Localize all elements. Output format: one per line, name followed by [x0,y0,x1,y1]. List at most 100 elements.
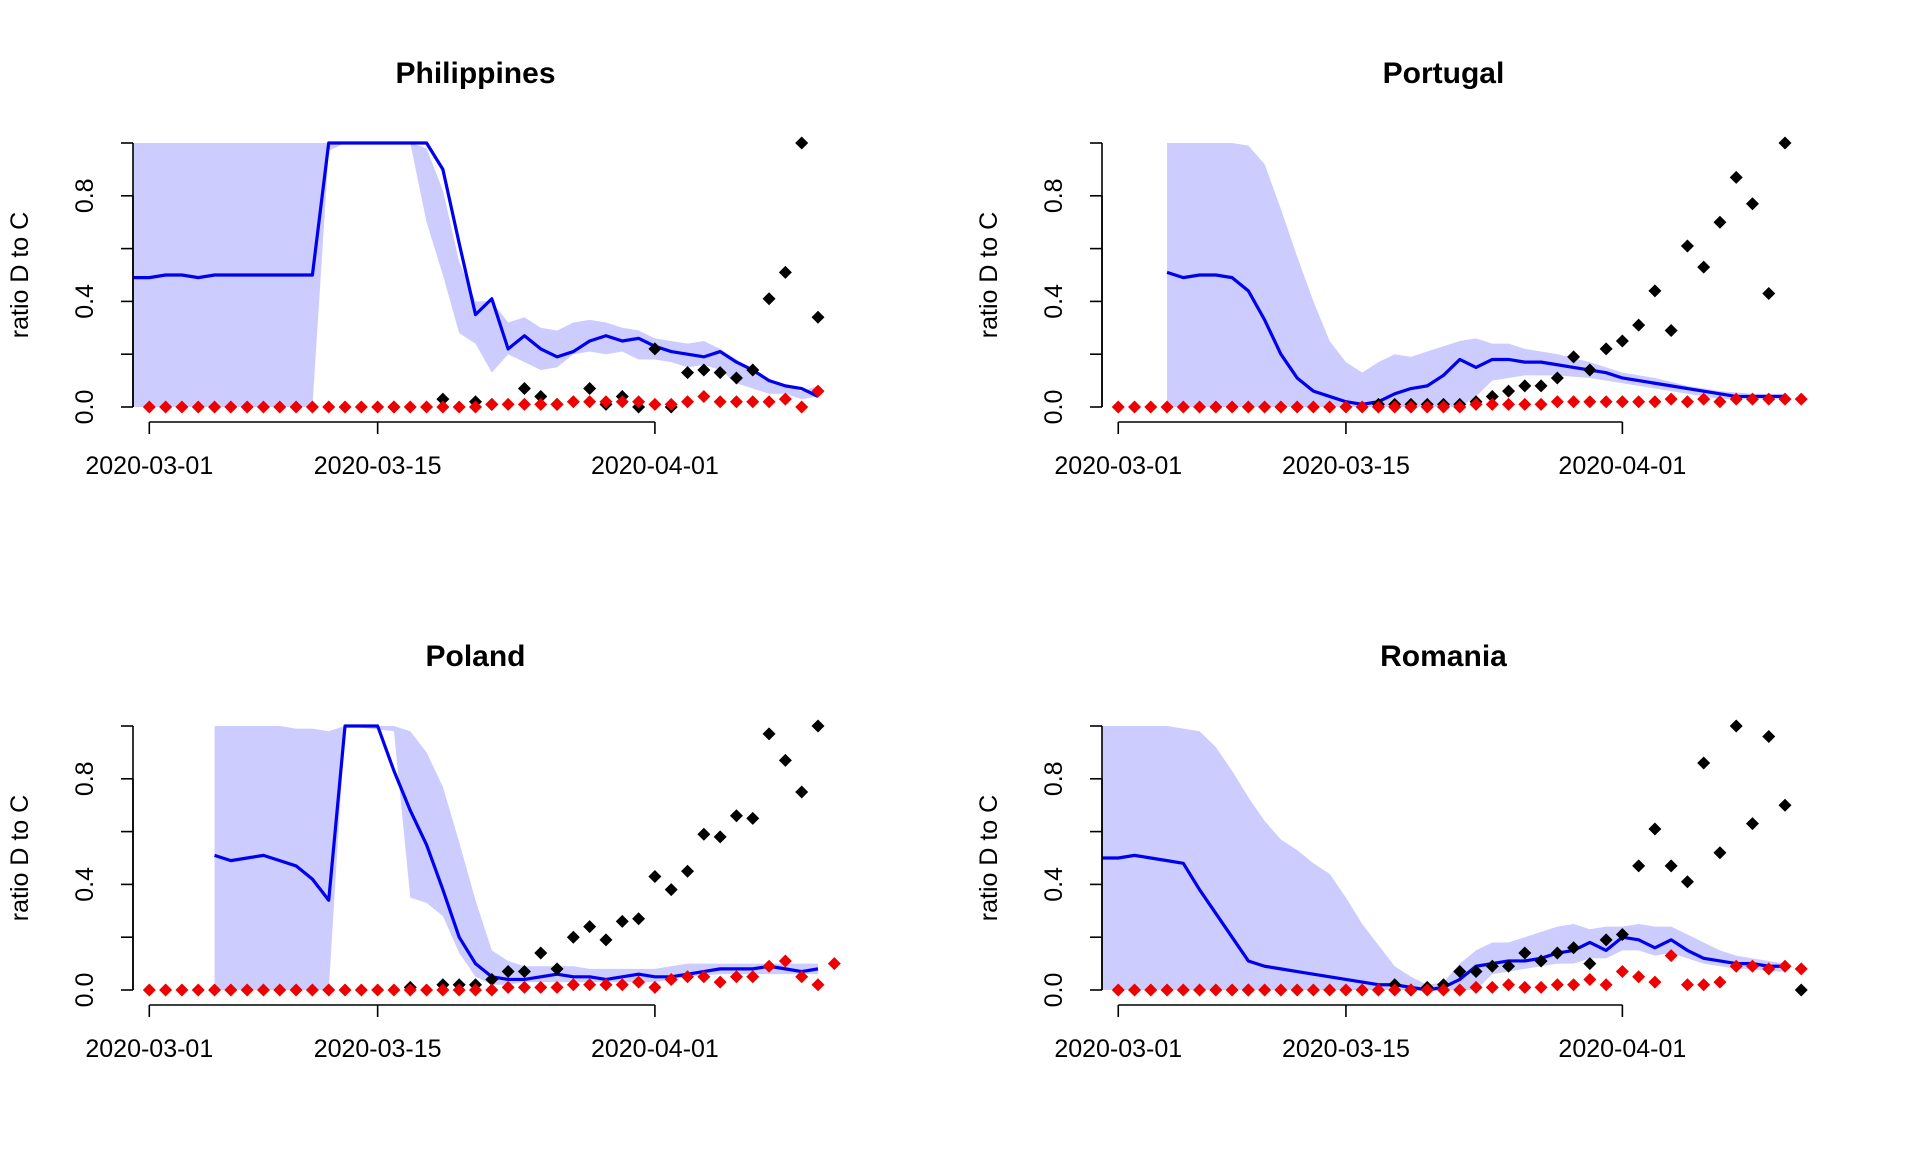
red-data-point [1160,983,1174,997]
black-data-point [632,912,646,926]
red-data-point [778,392,792,406]
black-data-point [1680,875,1694,889]
black-data-point [746,363,760,377]
red-data-point [697,389,711,403]
black-data-point [550,962,564,976]
black-data-point [795,785,809,799]
red-data-point [1485,397,1499,411]
black-data-point [795,136,809,150]
red-data-point [485,397,499,411]
series-line [1166,270,1785,406]
red-data-point [371,983,385,997]
x-tick-label: 2020-03-01 [85,1035,213,1063]
red-data-point [1502,397,1516,411]
red-data-point [1388,983,1402,997]
red-data-point [289,983,303,997]
red-data-point [338,983,352,997]
y-tick-label: 0.4 [1040,284,1068,319]
x-tick-label: 2020-04-01 [591,452,719,480]
red-data-point [697,970,711,984]
red-data-point [746,395,760,409]
black-data-point [1485,959,1499,973]
red-data-point [1128,400,1142,414]
black-data-point [1648,822,1662,836]
red-data-point [224,983,238,997]
red-data-point [436,400,450,414]
black-data-point [1745,197,1759,211]
red-data-point [240,400,254,414]
red-data-point [1713,975,1727,989]
black-data-point [1778,136,1792,150]
red-data-point [550,397,564,411]
red-data-point [1697,392,1711,406]
black-data-point [778,753,792,767]
red-data-point [1567,978,1581,992]
red-data-point [583,395,597,409]
black-data-point [1794,983,1808,997]
red-data-point [664,397,678,411]
red-data-point [1209,983,1223,997]
black-data-point [811,310,825,324]
red-data-point [1729,392,1743,406]
red-data-point [1404,983,1418,997]
red-data-point [403,983,417,997]
red-data-point [1745,392,1759,406]
red-data-point [485,983,499,997]
black-data-point [615,914,629,928]
red-data-point [191,400,205,414]
y-tick-label: 0.4 [71,867,99,902]
black-data-point [1502,384,1516,398]
red-data-point [1193,983,1207,997]
red-data-point [729,395,743,409]
red-data-point [1225,400,1239,414]
red-data-point [420,400,434,414]
red-data-point [566,395,580,409]
chart-panel: Philippines ratio D to C 0.0 0.4 0.8 2020-03-… [6,57,825,480]
black-data-point [1729,170,1743,184]
black-data-point [697,827,711,841]
red-data-point [1599,978,1613,992]
y-tick-label: 0.0 [71,390,99,425]
black-data-point [1778,798,1792,812]
x-tick-label: 2020-03-01 [85,452,213,480]
red-data-point [1583,395,1597,409]
y-axis-label: ratio D to C [6,212,34,338]
black-data-point [762,292,776,306]
red-data-point [1648,975,1662,989]
red-data-point [827,957,841,971]
red-data-point [1193,400,1207,414]
black-data-point [1745,817,1759,831]
y-tick-label: 0.0 [1040,973,1068,1008]
black-data-point [1632,318,1646,332]
black-data-point [681,366,695,380]
black-data-point [1713,215,1727,229]
red-data-point [1420,983,1434,997]
red-data-point [1128,983,1142,997]
chart-title: Romania [1380,640,1507,673]
red-data-point [1453,983,1467,997]
red-data-point [599,395,613,409]
red-data-point [1518,397,1532,411]
red-data-point [1144,400,1158,414]
red-data-point [452,983,466,997]
red-data-point [632,975,646,989]
red-data-point [289,400,303,414]
y-axis-label: ratio D to C [6,795,34,921]
red-data-point [1583,972,1597,986]
red-data-point [583,978,597,992]
red-data-point [1404,400,1418,414]
red-data-point [175,983,189,997]
x-tick-label: 2020-04-01 [1558,452,1686,480]
red-data-point [1664,392,1678,406]
black-data-point [1599,342,1613,356]
black-data-point [648,869,662,883]
red-data-point [387,400,401,414]
black-data-point [1599,933,1613,947]
red-data-point [1241,400,1255,414]
red-data-point [1355,400,1369,414]
red-data-point [1323,983,1337,997]
black-data-point [1697,756,1711,770]
x-tick-label: 2020-03-15 [314,1035,442,1063]
y-axis-label: ratio D to C [975,212,1003,338]
